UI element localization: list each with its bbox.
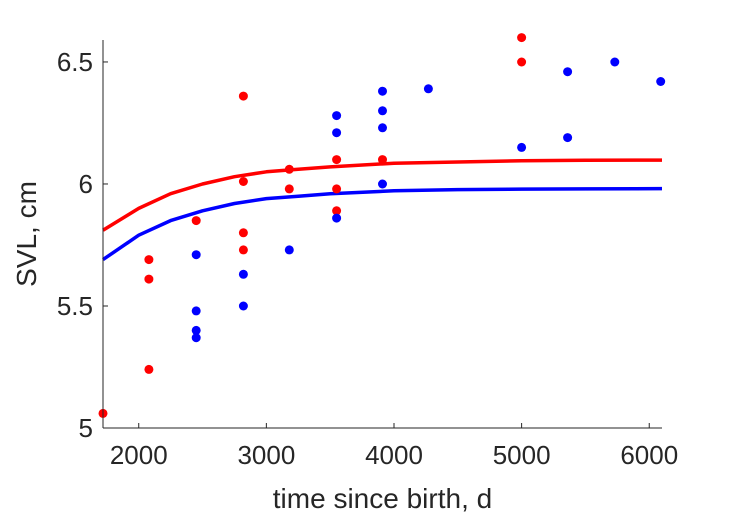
data-point-blue: [378, 123, 387, 133]
data-point-blue: [284, 245, 294, 255]
x-tick-label: 5000: [493, 440, 551, 470]
data-point-red: [144, 255, 154, 265]
data-point-red: [238, 245, 248, 255]
data-point-red: [332, 206, 342, 216]
data-point-blue: [191, 306, 201, 316]
data-point-blue: [517, 142, 527, 152]
y-tick-label: 5: [79, 413, 93, 443]
data-point-blue: [378, 179, 387, 189]
y-axis-label: SVL, cm: [11, 181, 42, 287]
axes: [102, 40, 662, 429]
data-point-red: [144, 274, 154, 284]
data-point-blue: [656, 77, 666, 86]
data-point-blue: [332, 213, 342, 223]
y-tick-label: 6.5: [57, 47, 93, 77]
data-point-red: [191, 216, 201, 226]
x-axis-label: time since birth, d: [273, 483, 492, 514]
data-point-red: [144, 364, 154, 374]
data-point-blue: [191, 250, 201, 260]
data-point-blue: [378, 106, 387, 116]
data-point-blue: [423, 84, 433, 94]
data-point-red: [378, 155, 387, 165]
data-point-blue: [191, 325, 201, 335]
fit-curve-red: [102, 158, 663, 232]
data-point-blue: [332, 128, 342, 138]
data-point-blue: [563, 67, 573, 77]
ticks: 2000 3000 4000 5000 6000 5 5.5 6 6.5: [57, 47, 678, 470]
data-point-red: [238, 228, 248, 238]
data-point-blue: [610, 57, 620, 67]
data-point-blue: [191, 333, 201, 343]
data-point-blue: [238, 269, 248, 279]
x-tick-label: 6000: [620, 440, 678, 470]
data-point-red: [284, 164, 294, 174]
x-tick-label: 2000: [110, 440, 168, 470]
x-tick-label: 3000: [237, 440, 295, 470]
fit-curve-blue: [102, 186, 663, 262]
data-point-blue: [238, 301, 248, 311]
data-point-red: [284, 184, 294, 194]
y-tick-label: 5.5: [57, 291, 93, 321]
data-point-red: [517, 57, 527, 67]
data-point-red: [517, 33, 527, 43]
data-point-blue: [378, 86, 387, 96]
y-tick-label: 6: [79, 169, 93, 199]
data-point-red: [238, 177, 248, 186]
x-tick-label: 4000: [365, 440, 423, 470]
data-point-red: [238, 91, 248, 101]
data-point-blue: [563, 133, 573, 143]
data-point-blue: [332, 111, 342, 121]
plot-area: [98, 33, 666, 418]
data-point-red: [332, 155, 342, 165]
data-point-red: [332, 184, 342, 194]
